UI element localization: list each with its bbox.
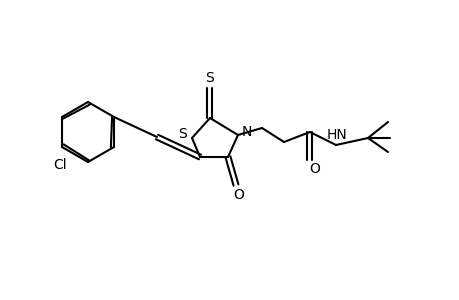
Text: S: S bbox=[178, 127, 187, 141]
Text: HN: HN bbox=[326, 128, 347, 142]
Text: Cl: Cl bbox=[53, 158, 67, 172]
Text: S: S bbox=[205, 71, 214, 85]
Text: N: N bbox=[241, 125, 252, 139]
Text: O: O bbox=[233, 188, 244, 202]
Text: O: O bbox=[309, 162, 320, 176]
